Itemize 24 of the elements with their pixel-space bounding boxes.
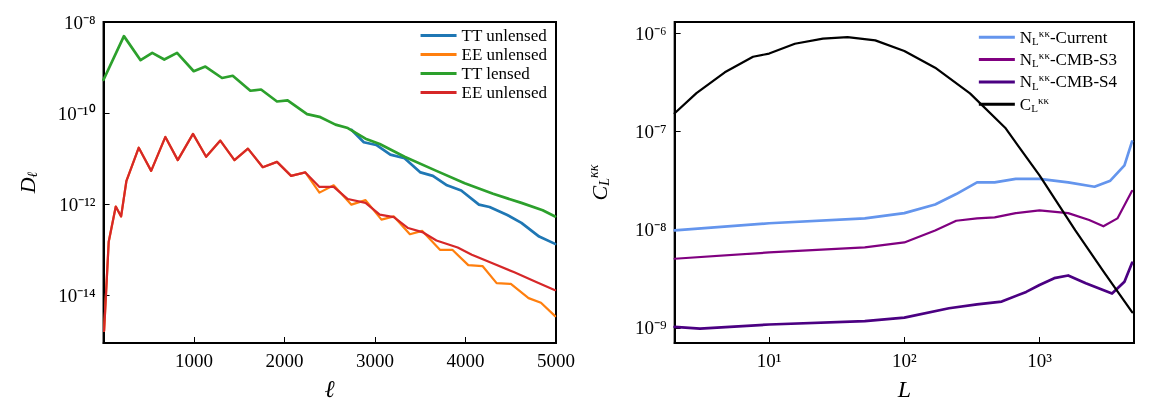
y-tick-label: 10⁻¹⁰ [57, 102, 96, 124]
x-tick-label: 1000 [174, 350, 213, 371]
y-tick-label: 10⁻¹² [59, 193, 96, 215]
y-tick-label: 10⁻⁶ [635, 22, 667, 44]
x-tick-label: 3000 [355, 350, 394, 371]
x-axis-title: L [896, 376, 911, 402]
y-tick-label: 10⁻⁹ [635, 317, 668, 339]
x-tick-label: 5000 [537, 350, 575, 371]
y-axis-title: CLκκ [585, 164, 612, 201]
x-tick-label: 10¹ [756, 350, 782, 371]
y-tick-label: 10⁻⁸ [635, 219, 667, 241]
x-tick-label: 2000 [265, 350, 304, 371]
legend-label: EE unlensed [461, 83, 548, 102]
y-tick-label: 10⁻⁷ [635, 120, 667, 142]
x-tick-label: 10² [891, 350, 917, 371]
x-tick-label: 4000 [446, 350, 485, 371]
legend-label: EE unlensed [461, 45, 548, 64]
x-tick-label: 10³ [1027, 350, 1053, 371]
legend-label: TT lensed [461, 64, 531, 83]
legend-label: TT unlensed [461, 26, 548, 45]
y-tick-label: 10⁻¹⁴ [58, 284, 96, 306]
y-tick-label: 10⁻⁸ [63, 11, 96, 33]
legend-label: CLκκ [1019, 93, 1050, 115]
x-axis-title: ℓ [324, 376, 335, 402]
